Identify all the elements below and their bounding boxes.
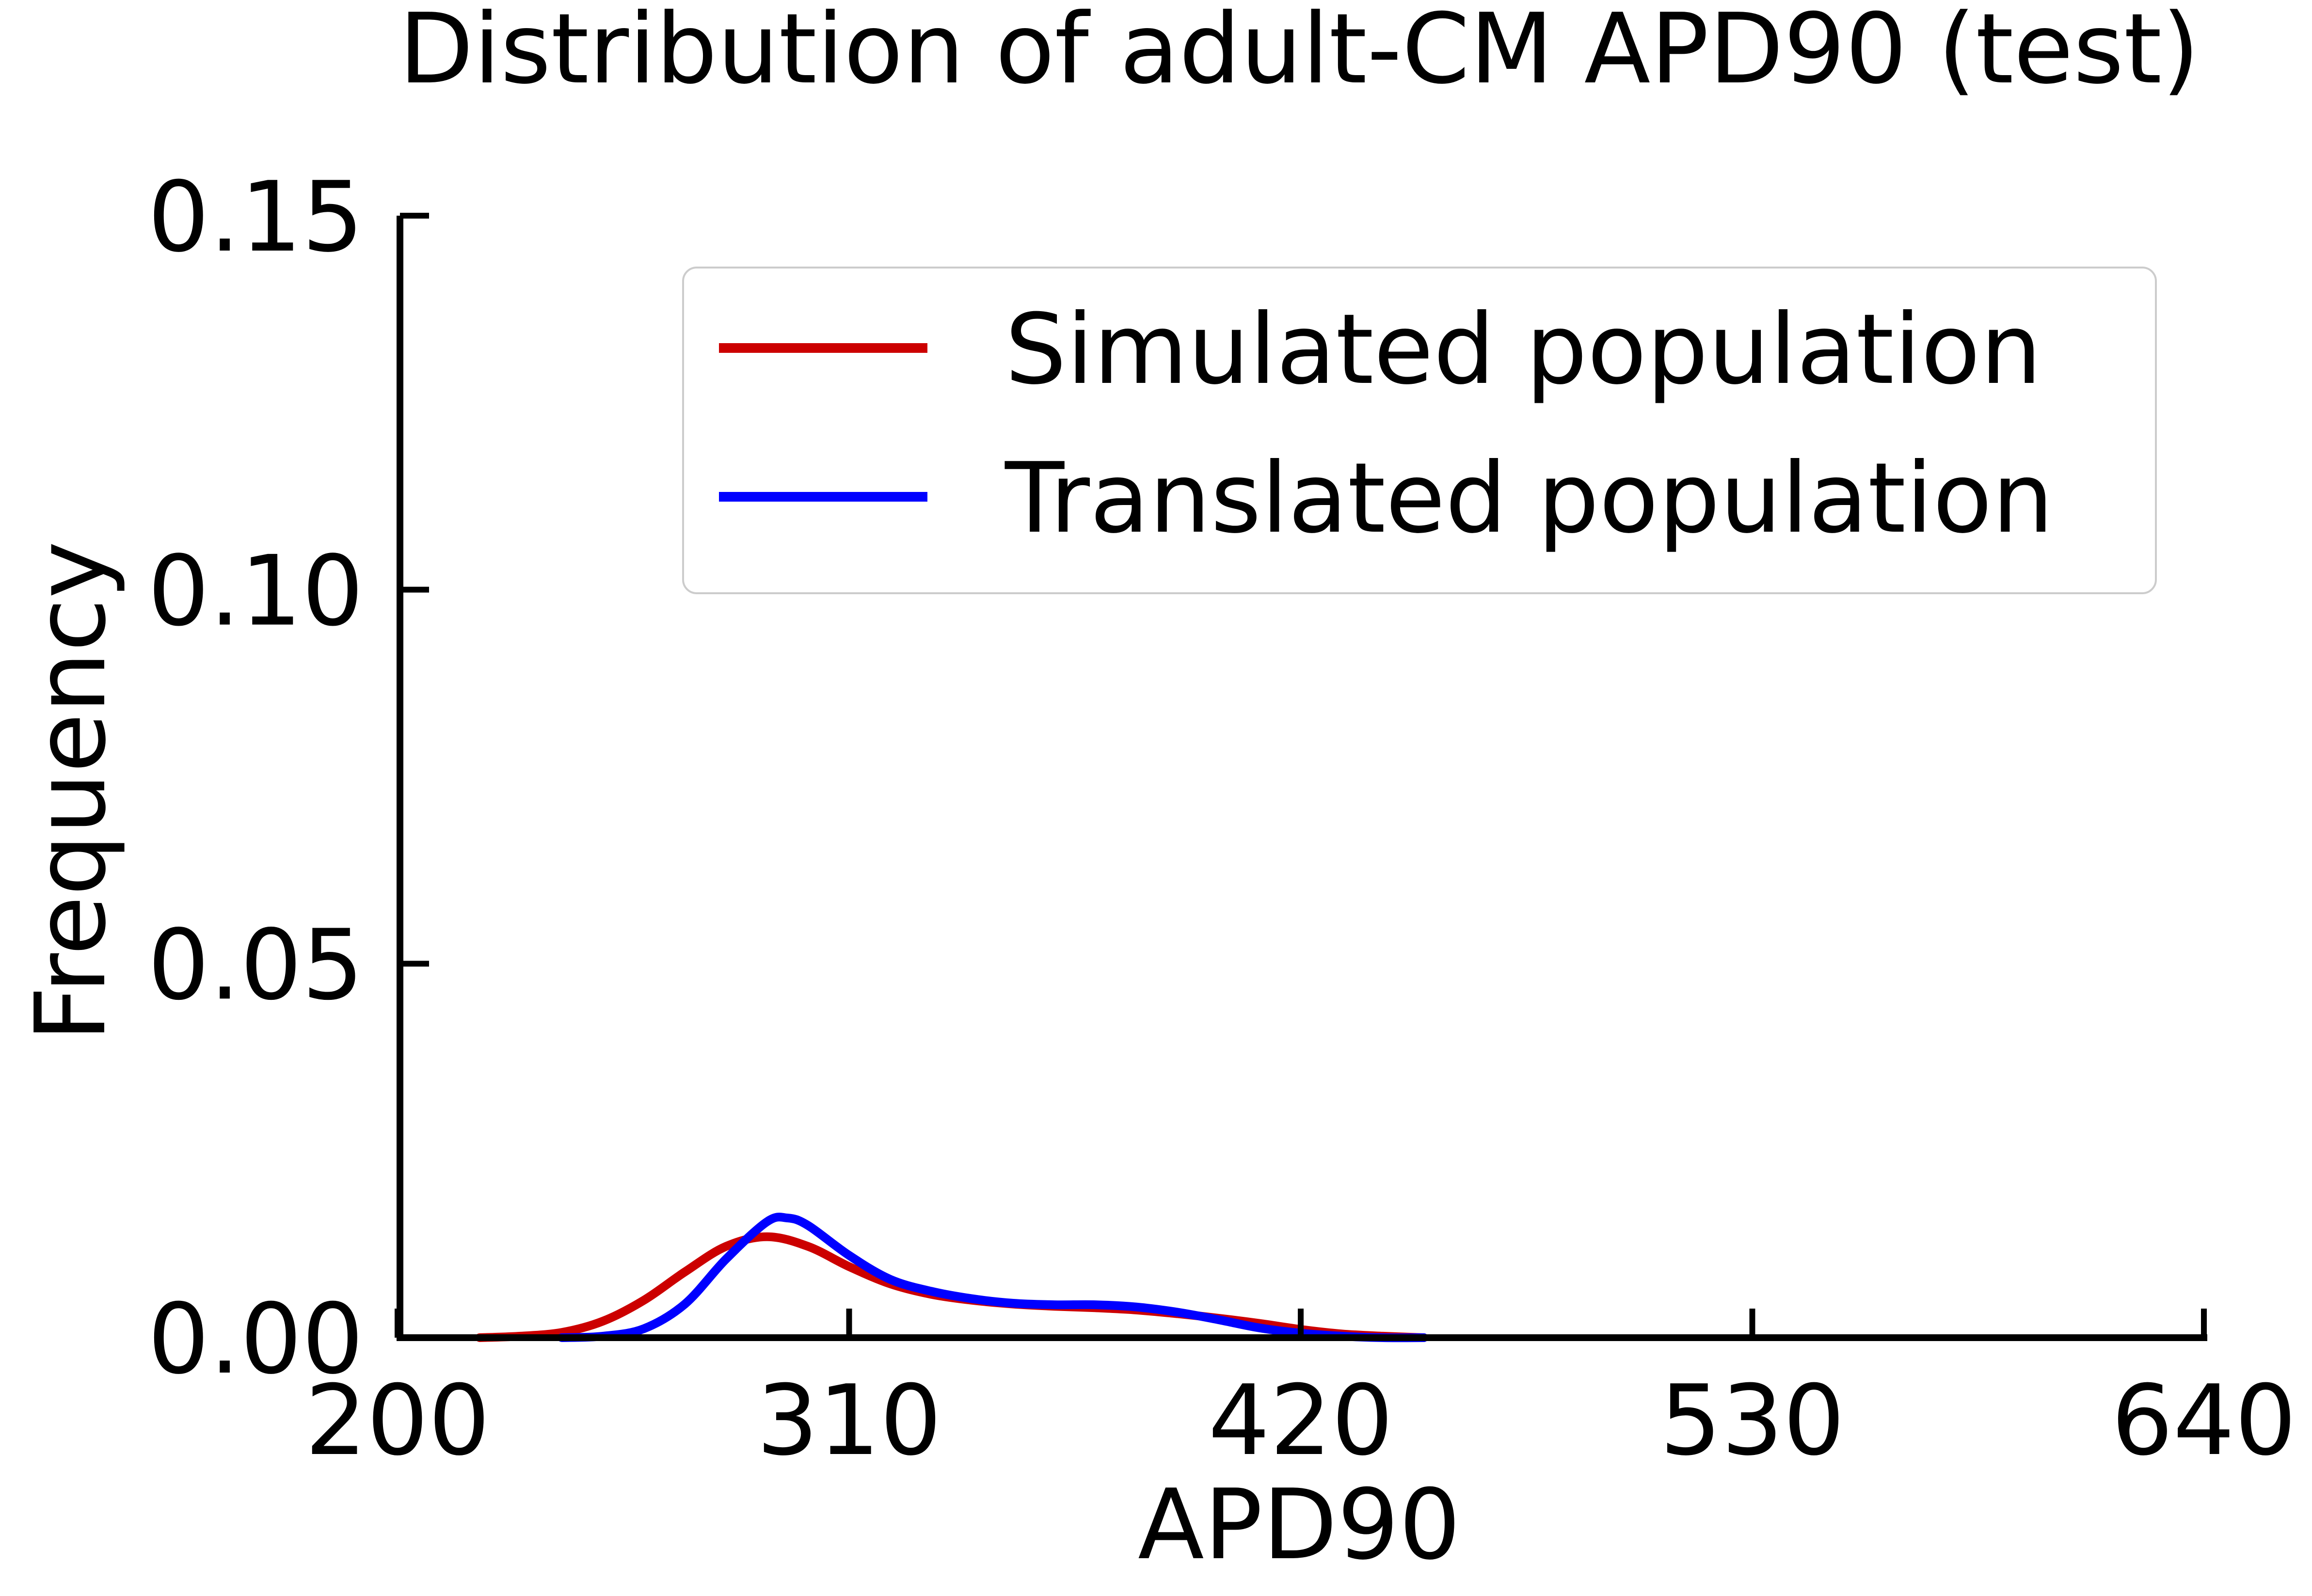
x-tick-label: 640: [2111, 1364, 2296, 1477]
y-tick-label: 0.10: [148, 535, 364, 648]
x-axis-ticks: 200 310 420 530 640: [305, 1309, 2296, 1477]
y-tick-label: 0.00: [148, 1283, 364, 1396]
series-line-simulated: [475, 1232, 1428, 1342]
legend-frame: [682, 267, 2157, 594]
chart-title: Distribution of adult-CM APD90 (test): [399, 0, 2200, 106]
legend: Simulated population Translated populatio…: [682, 267, 2157, 594]
series-layer: [475, 1213, 1428, 1343]
x-tick-label: 530: [1660, 1364, 1845, 1477]
x-tick-label: 420: [1208, 1364, 1393, 1477]
y-tick-label: 0.05: [148, 909, 364, 1022]
x-tick-label: 200: [305, 1364, 490, 1477]
series-line-translated: [557, 1213, 1428, 1343]
y-axis-ticks: 0.00 0.05 0.10 0.15: [148, 161, 429, 1396]
y-tick-label: 0.15: [148, 161, 364, 274]
legend-label: Translated population: [1005, 442, 2054, 555]
x-axis-label: APD90: [1138, 1469, 1461, 1581]
x-tick-label: 310: [757, 1364, 942, 1477]
legend-label: Simulated population: [1005, 293, 2041, 406]
y-axis-label: Frequency: [15, 541, 128, 1042]
